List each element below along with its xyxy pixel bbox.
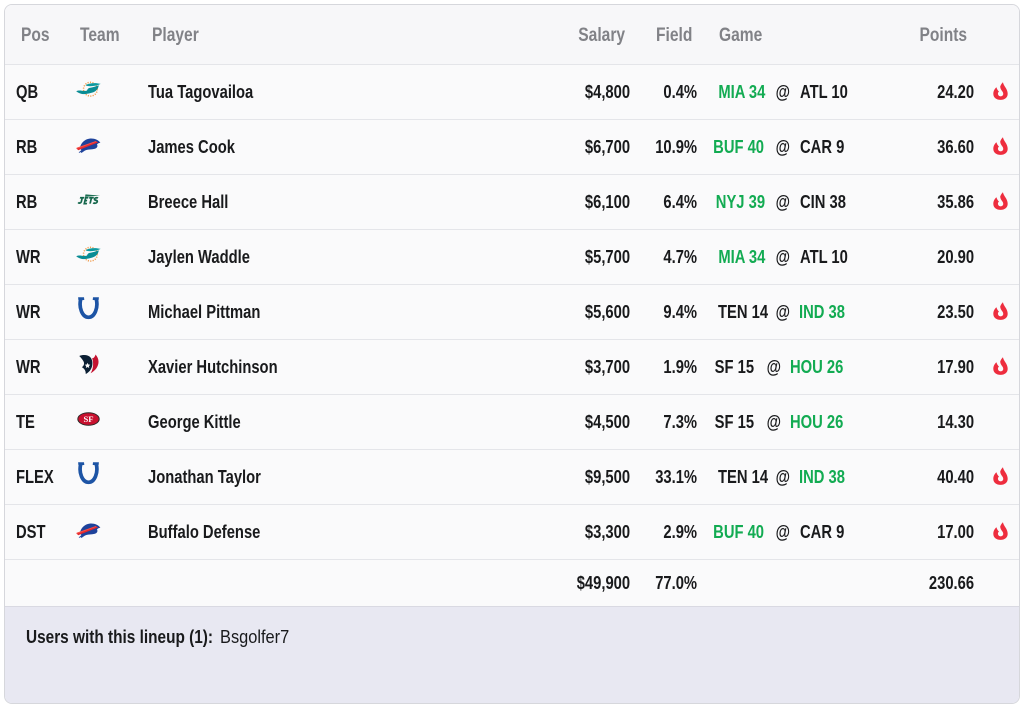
svg-text:SF: SF — [83, 414, 93, 424]
